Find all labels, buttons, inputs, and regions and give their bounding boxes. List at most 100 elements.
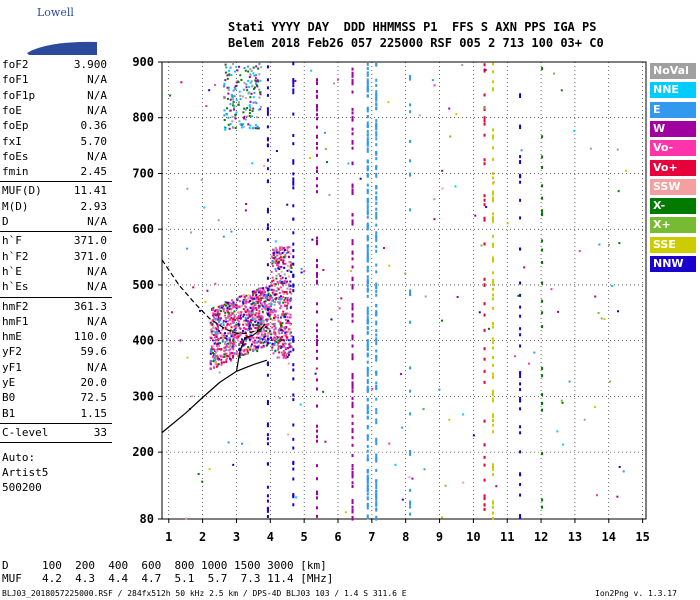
echo-point [230, 342, 233, 345]
echo-point [257, 327, 260, 330]
echo-point [247, 70, 250, 73]
echo-point [519, 407, 522, 411]
echo-point [409, 412, 412, 416]
echo-point [366, 371, 369, 375]
echo-point [225, 352, 228, 355]
echo-point [262, 291, 265, 294]
echo-point [260, 337, 263, 340]
echo-point [274, 301, 277, 304]
echo-point [258, 62, 261, 65]
echo-point [275, 277, 278, 280]
echo-point [366, 86, 369, 90]
echo-point [351, 141, 354, 145]
echo-point [351, 283, 354, 287]
echo-point [215, 316, 218, 319]
echo-point [211, 323, 214, 326]
echo-point [257, 340, 260, 343]
echo-point [366, 287, 369, 291]
echo-point [249, 340, 252, 343]
y-tick-label: 200 [132, 445, 154, 459]
echo-point [212, 326, 215, 329]
echo-point [375, 421, 378, 425]
echo-point [229, 103, 232, 106]
echo-point [250, 345, 253, 348]
echo-point [351, 414, 354, 418]
echo-point [228, 332, 231, 335]
echo-point [210, 350, 213, 353]
logo-lowell-text: Lowell [37, 6, 74, 19]
param-value: 110.0 [73, 330, 107, 344]
echo-point [245, 203, 248, 206]
echo-point [226, 107, 229, 110]
echo-point [243, 313, 246, 316]
echo-point [256, 79, 259, 82]
echo-point [375, 95, 378, 99]
echo-point [375, 119, 378, 123]
echo-point [281, 248, 284, 251]
echo-point [226, 74, 229, 77]
echo-point [227, 332, 230, 335]
echo-point [483, 357, 486, 361]
echo-point [284, 262, 287, 265]
echo-point [258, 73, 261, 76]
echo-point [366, 516, 369, 520]
echo-point [409, 320, 412, 324]
echo-point [375, 456, 378, 460]
echo-point [223, 342, 226, 345]
echo-point [483, 194, 486, 198]
echo-point [264, 332, 267, 335]
echo-point [285, 283, 288, 286]
echo-point [483, 478, 486, 482]
echo-point [375, 349, 378, 353]
echo-point [351, 334, 354, 338]
echo-point [251, 290, 254, 293]
echo-point [366, 485, 369, 489]
echo-point [375, 459, 378, 463]
echo-point [492, 399, 494, 403]
echo-point [232, 126, 235, 129]
param-divider [0, 296, 112, 298]
echo-point [286, 320, 289, 323]
echo-point [229, 98, 232, 101]
echo-point [281, 345, 284, 348]
echo-point [272, 345, 275, 348]
echo-point [224, 327, 227, 330]
echo-point [366, 215, 369, 219]
echo-point [366, 454, 369, 458]
echo-point [264, 335, 267, 338]
echo-point [232, 334, 235, 337]
echo-point [273, 319, 276, 322]
echo-point [366, 310, 369, 314]
echo-point [258, 287, 261, 290]
echo-point [351, 67, 354, 71]
echo-point [409, 77, 412, 81]
echo-point [248, 314, 251, 317]
echo-point [541, 366, 544, 370]
echo-point [366, 257, 369, 261]
echo-point [252, 349, 255, 352]
echo-point [316, 142, 318, 146]
echo-point [375, 245, 378, 249]
echo-point [316, 506, 318, 510]
echo-point [232, 89, 235, 92]
echo-point [262, 289, 265, 292]
echo-point [233, 336, 236, 339]
echo-point [366, 514, 369, 518]
param-name: hmE [2, 330, 22, 344]
echo-point [289, 323, 292, 326]
echo-point [248, 104, 251, 107]
echo-point [292, 134, 295, 138]
x-tick-label: 5 [301, 530, 308, 544]
echo-point [274, 256, 277, 259]
echo-point [219, 331, 222, 334]
echo-point [269, 288, 272, 291]
x-tick-label: 6 [334, 530, 341, 544]
echo-point [506, 222, 509, 225]
echo-point [519, 216, 522, 220]
echo-point [217, 219, 220, 222]
echo-point [255, 330, 258, 333]
y-tick-label: 600 [132, 222, 154, 236]
echo-point [375, 355, 378, 359]
echo-point [492, 70, 494, 74]
echo-point [238, 348, 241, 351]
